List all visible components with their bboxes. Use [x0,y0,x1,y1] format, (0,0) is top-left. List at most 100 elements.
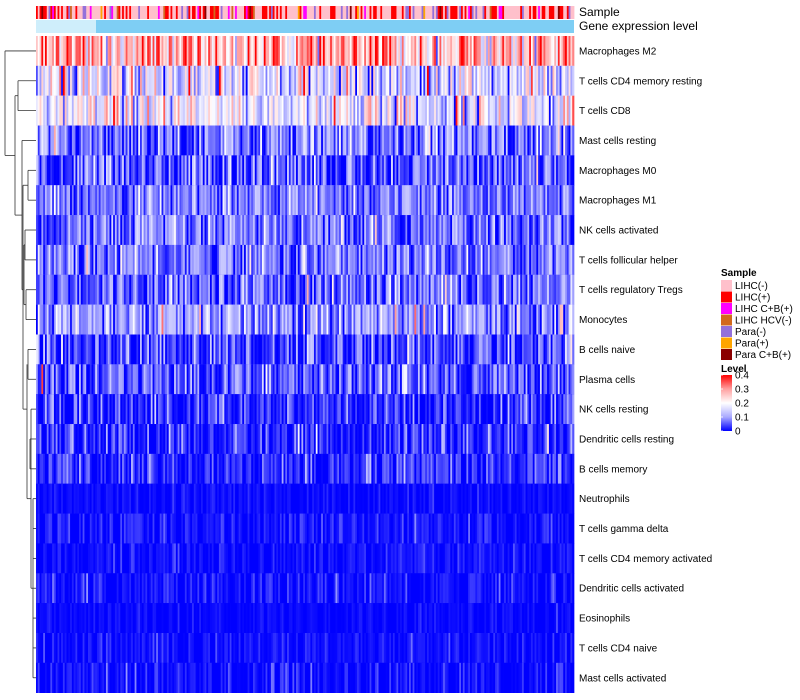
heatmap-cell [310,36,313,67]
heatmap-cell [398,185,401,216]
heatmap-cell [507,274,510,305]
heatmap-cell [421,364,424,395]
heatmap-cell [229,304,232,335]
heatmap-cell [206,364,209,395]
heatmap-cell [400,424,403,455]
heatmap-cell [93,155,96,186]
heatmap-cell [536,304,539,335]
heatmap-cell [374,424,378,455]
heatmap-cell [285,155,288,186]
heatmap-cell [568,334,571,365]
heatmap-cell [296,125,299,156]
heatmap-cell [202,424,205,455]
heatmap-cell [91,453,94,485]
heatmap-cell [554,364,557,395]
heatmap-cell [294,244,297,276]
heatmap-cell [41,424,44,455]
heatmap-cell [541,274,544,305]
heatmap-cell [441,215,444,246]
heatmap-cell [276,244,279,276]
heatmap-cell [552,95,555,126]
heatmap-cell [172,304,175,335]
heatmap-cell [299,95,302,126]
sample-cell [175,6,179,19]
heatmap-cell [91,95,94,126]
heatmap-cell [453,215,456,246]
heatmap-cell [114,125,118,156]
heatmap-cell [568,244,571,276]
heatmap-cell [288,65,291,96]
heatmap-cell [487,36,491,67]
heatmap-cell [249,36,252,67]
heatmap-cell [461,215,464,246]
heatmap-cell [227,125,231,156]
heatmap-cell [80,334,83,365]
heatmap-cell [70,185,73,216]
heatmap-cell [274,244,277,276]
heatmap-cell [355,304,358,335]
sample-cell [385,6,388,19]
heatmap-cell [278,95,281,126]
heatmap-cell [179,424,182,455]
heatmap-cell [193,215,196,246]
heatmap-cell [251,215,254,246]
heatmap-cell [358,185,361,216]
heatmap-cell [134,394,137,425]
heatmap-cell [331,215,335,246]
heatmap-cell [159,274,162,305]
heatmap-cell [147,453,150,485]
heatmap-cell [66,125,69,156]
heatmap-cell [414,36,417,67]
heatmap-cell [37,334,40,365]
heatmap-cell [181,274,184,305]
heatmap-cell [414,334,417,365]
heatmap-cell [312,95,315,126]
heatmap-cell [475,394,478,425]
heatmap-cell [152,483,155,514]
heatmap-cell [536,155,539,186]
heatmap-cell [450,424,453,455]
heatmap-cell [313,244,317,276]
heatmap-cell [525,334,528,365]
heatmap-cell [227,36,231,67]
heatmap-cell [500,394,503,425]
heatmap-cell [37,155,40,186]
heatmap-cell [132,36,135,67]
heatmap-cell [125,185,128,216]
heatmap-cell [563,424,566,455]
heatmap-cell [559,125,562,156]
heatmap-cell [543,215,546,246]
heatmap-cell [116,65,119,96]
heatmap-cell [565,215,568,246]
heatmap-cell [247,155,250,186]
heatmap-cell [215,185,218,216]
heatmap-cell [455,125,458,156]
heatmap-cell [292,125,295,156]
heatmap-cell [552,274,555,305]
heatmap-cell [197,185,200,216]
heatmap-cell [525,95,528,126]
heatmap-cell [134,483,137,514]
heatmap-cell [111,36,114,67]
heatmap-cell [416,394,419,425]
heatmap-cell [247,36,250,67]
heatmap-cell [425,453,428,485]
heatmap-cell [496,424,500,455]
heatmap-cell [364,65,367,96]
heatmap-cell [484,274,487,305]
heatmap-cell [177,424,180,455]
heatmap-cell [337,424,340,455]
heatmap-cell [199,36,202,67]
heatmap-cell [111,334,114,365]
sample-cell [493,6,496,19]
heatmap-cell [434,274,437,305]
heatmap-cell [396,453,399,485]
heatmap-cell [570,244,573,276]
heatmap-cell [563,155,566,186]
heatmap-cell [421,424,424,455]
heatmap-cell [330,274,333,305]
heatmap-cell [312,424,315,455]
heatmap-cell [389,334,392,365]
heatmap-cell [342,95,345,126]
heatmap-cell [322,125,326,156]
